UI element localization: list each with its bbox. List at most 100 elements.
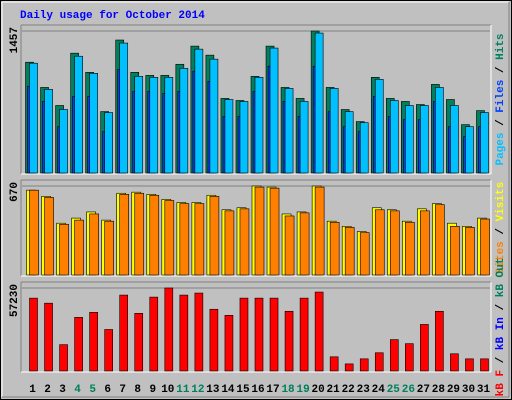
x-tick-label: 28 xyxy=(432,384,446,396)
bar xyxy=(179,67,189,174)
bar xyxy=(359,232,370,276)
x-tick-label: 4 xyxy=(74,384,81,396)
bar xyxy=(405,343,414,372)
bar xyxy=(450,353,459,372)
x-tick-label: 13 xyxy=(206,384,220,396)
bar xyxy=(164,200,175,276)
bar xyxy=(104,112,113,174)
bar xyxy=(239,101,249,174)
bar xyxy=(164,77,174,174)
bar xyxy=(74,317,83,372)
bar xyxy=(44,89,53,174)
legend-entry: Visits xyxy=(495,182,507,222)
bar xyxy=(104,329,113,372)
bar xyxy=(465,126,474,174)
bar xyxy=(435,204,445,276)
bar xyxy=(44,197,54,276)
bar xyxy=(119,194,130,276)
bar xyxy=(254,297,264,372)
legend: Pages / Files / Hits xyxy=(495,33,507,165)
bar xyxy=(389,210,400,276)
bar xyxy=(149,296,159,372)
bar xyxy=(314,32,324,174)
bar xyxy=(149,77,159,174)
bar xyxy=(119,294,129,372)
bar xyxy=(329,356,339,372)
x-tick-label: 19 xyxy=(296,384,309,396)
bar xyxy=(89,213,99,276)
bar xyxy=(194,292,204,372)
bar xyxy=(254,77,264,174)
legend: kB F / kB In / kB Out xyxy=(495,258,507,397)
bar xyxy=(134,76,144,174)
x-tick-label: 17 xyxy=(266,384,279,396)
bar xyxy=(389,100,399,174)
bar xyxy=(269,297,279,372)
bar xyxy=(299,212,310,276)
bar xyxy=(329,221,340,276)
bar xyxy=(224,99,234,174)
legend-entry: Files xyxy=(495,80,507,113)
x-tick-label: 11 xyxy=(176,384,190,396)
legend-separator: / xyxy=(495,113,507,133)
bar xyxy=(420,324,429,372)
bar xyxy=(284,310,294,372)
x-tick-label: 22 xyxy=(342,384,355,396)
bar xyxy=(374,79,384,174)
bar xyxy=(224,315,234,372)
x-tick-label: 18 xyxy=(281,384,295,396)
legend-separator: / xyxy=(495,221,507,241)
x-tick-label: 10 xyxy=(161,384,174,396)
x-tick-label: 6 xyxy=(104,384,111,396)
x-tick-label: 8 xyxy=(134,384,141,396)
bar xyxy=(89,311,98,372)
bar xyxy=(374,352,384,372)
x-tick-label: 23 xyxy=(357,384,371,396)
bar xyxy=(74,219,84,276)
legend-separator: / xyxy=(495,60,507,80)
legend-entry: kB In xyxy=(495,317,507,350)
bar xyxy=(450,225,460,276)
bar xyxy=(29,189,39,276)
x-tick-label: 12 xyxy=(191,384,204,396)
bar xyxy=(194,48,204,174)
x-tick-label: 16 xyxy=(251,384,264,396)
bar xyxy=(254,186,265,276)
x-tick-label: 9 xyxy=(149,384,156,396)
bar xyxy=(344,111,354,174)
chart-title: Daily usage for October 2014 xyxy=(20,10,205,22)
bar xyxy=(480,218,490,276)
bar xyxy=(239,208,250,276)
bar xyxy=(420,210,430,276)
bar xyxy=(119,42,129,174)
bar xyxy=(299,297,309,372)
bar xyxy=(224,210,235,276)
bar xyxy=(59,223,69,276)
bar xyxy=(359,358,369,372)
bar xyxy=(299,101,309,174)
bar xyxy=(344,363,354,372)
x-tick-label: 30 xyxy=(462,384,475,396)
legend-entry: Hits xyxy=(495,33,507,59)
x-tick-label: 27 xyxy=(417,384,430,396)
x-tick-label: 31 xyxy=(477,384,491,396)
bar xyxy=(465,227,475,276)
x-tick-label: 15 xyxy=(236,384,250,396)
bar xyxy=(284,215,295,276)
bar xyxy=(389,339,399,372)
bar xyxy=(134,313,144,372)
bar xyxy=(435,87,444,174)
bar xyxy=(104,220,114,276)
bar xyxy=(164,287,174,372)
legend-entry: kB Out xyxy=(495,258,507,298)
bar xyxy=(465,358,474,372)
bar xyxy=(59,344,68,372)
legend-separator: / xyxy=(495,297,507,317)
bar xyxy=(209,58,219,174)
bar xyxy=(209,196,220,276)
bar xyxy=(29,62,38,174)
bar xyxy=(29,297,38,372)
bar xyxy=(269,187,280,276)
bar xyxy=(59,109,68,174)
